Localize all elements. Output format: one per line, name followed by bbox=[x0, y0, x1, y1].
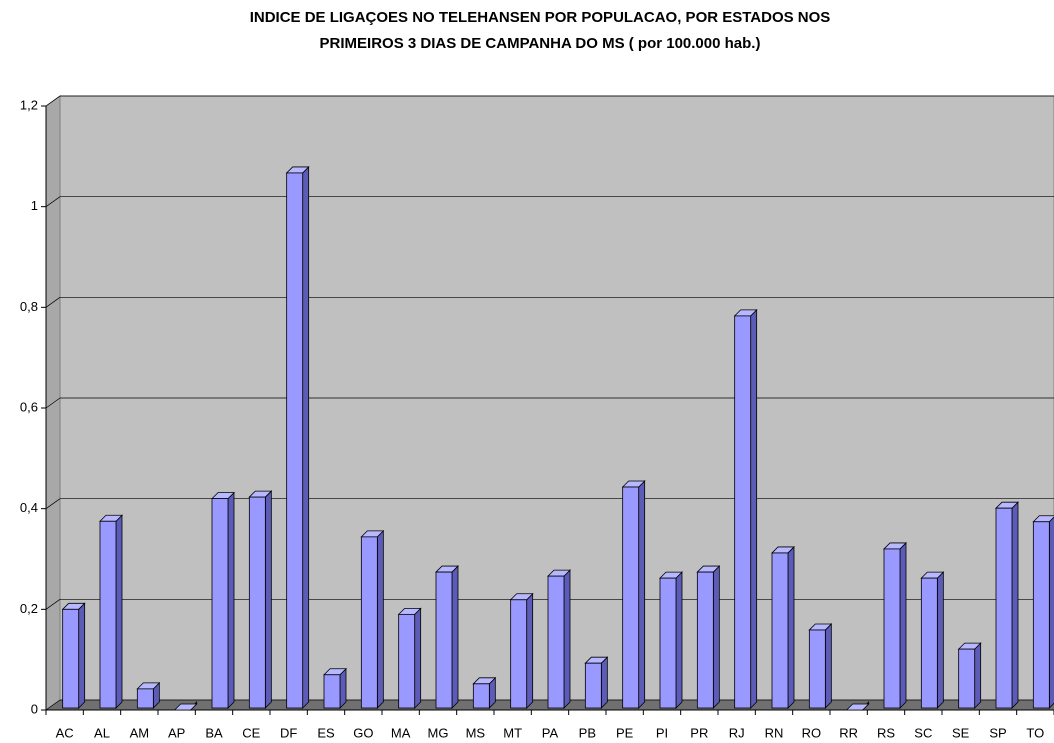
bar-side bbox=[974, 642, 982, 709]
x-tick-label: AC bbox=[56, 725, 74, 740]
x-tick-label: DF bbox=[280, 725, 297, 740]
y-tick-label: 0,8 bbox=[20, 299, 38, 314]
bar-top bbox=[845, 703, 870, 711]
bar-side bbox=[227, 491, 235, 709]
x-tick-label: PA bbox=[542, 725, 559, 740]
bar bbox=[323, 674, 341, 709]
y-tick-label: 1 bbox=[31, 198, 38, 213]
grid-line bbox=[45, 699, 61, 711]
x-tick-label: TO bbox=[1026, 725, 1044, 740]
bar bbox=[808, 629, 826, 709]
bar-side bbox=[638, 480, 646, 709]
bar bbox=[211, 498, 229, 709]
bar bbox=[472, 683, 490, 709]
bar-side bbox=[750, 308, 758, 709]
bar-side bbox=[675, 571, 683, 709]
bar bbox=[622, 486, 640, 709]
bar bbox=[136, 688, 154, 709]
x-tick-label: RJ bbox=[729, 725, 745, 740]
x-tick-label: AP bbox=[168, 725, 185, 740]
bar bbox=[584, 662, 602, 709]
x-tick-label: SC bbox=[914, 725, 932, 740]
grid-line bbox=[45, 196, 61, 207]
bar-side bbox=[376, 529, 384, 709]
x-tick-label: PR bbox=[690, 725, 708, 740]
bar-side bbox=[824, 623, 832, 709]
bar-side bbox=[899, 541, 907, 709]
x-tick-label: MA bbox=[391, 725, 411, 740]
bar-side bbox=[302, 165, 310, 709]
bar-side bbox=[414, 607, 422, 709]
grid-line bbox=[45, 297, 61, 308]
y-tick-label: 0,4 bbox=[20, 500, 38, 515]
x-tick-label: MG bbox=[428, 725, 449, 740]
chart-title: INDICE DE LIGAÇOES NO TELEHANSEN POR POP… bbox=[250, 9, 831, 26]
bar bbox=[510, 599, 528, 709]
y-tick-label: 1,2 bbox=[20, 97, 38, 112]
x-tick-label: CE bbox=[242, 725, 260, 740]
bar bbox=[696, 571, 714, 709]
x-tick-label: RN bbox=[765, 725, 784, 740]
y-tick-label: 0 bbox=[31, 701, 38, 716]
bar bbox=[734, 315, 752, 709]
bar bbox=[920, 577, 938, 709]
grid-line bbox=[45, 95, 61, 107]
x-tick-label: ES bbox=[317, 725, 335, 740]
x-tick-label: AL bbox=[94, 725, 110, 740]
bar-side bbox=[936, 571, 944, 709]
bar bbox=[435, 571, 453, 709]
bar bbox=[883, 548, 901, 709]
x-tick-label: AM bbox=[130, 725, 150, 740]
bar-side bbox=[339, 667, 347, 709]
grid-line bbox=[45, 397, 61, 409]
x-tick-label: BA bbox=[205, 725, 223, 740]
bar-side bbox=[600, 656, 608, 709]
bar bbox=[995, 507, 1013, 709]
bar bbox=[360, 536, 378, 709]
x-tick-label: GO bbox=[353, 725, 373, 740]
x-tick-label: RO bbox=[802, 725, 822, 740]
x-tick-label: MS bbox=[466, 725, 486, 740]
x-tick-label: PE bbox=[616, 725, 634, 740]
chart-title: PRIMEIROS 3 DIAS DE CAMPANHA DO MS ( por… bbox=[320, 35, 761, 52]
bar-side bbox=[115, 514, 123, 709]
bar-side bbox=[563, 569, 571, 709]
bar-side bbox=[712, 565, 720, 709]
bar-side bbox=[264, 490, 272, 709]
bar bbox=[99, 520, 117, 709]
bar bbox=[958, 648, 976, 709]
bar bbox=[286, 172, 304, 709]
x-tick-label: RS bbox=[877, 725, 895, 740]
x-tick-label: PI bbox=[656, 725, 668, 740]
bar-side bbox=[451, 565, 459, 709]
bar-side bbox=[787, 545, 795, 709]
bar bbox=[771, 552, 789, 709]
bar bbox=[659, 577, 677, 709]
bar-side bbox=[1048, 516, 1054, 709]
bar-side bbox=[526, 592, 534, 709]
bar-side bbox=[78, 602, 86, 709]
bar-side bbox=[1011, 501, 1019, 709]
grid-line bbox=[45, 498, 61, 509]
bar bbox=[62, 608, 80, 709]
bar bbox=[248, 496, 266, 709]
bar bbox=[547, 575, 565, 709]
bar-top bbox=[173, 703, 198, 711]
bar bbox=[398, 613, 416, 709]
x-tick-label: SP bbox=[989, 725, 1006, 740]
x-tick-label: PB bbox=[579, 725, 596, 740]
x-tick-label: MT bbox=[503, 725, 522, 740]
grid-line bbox=[45, 599, 61, 610]
y-tick-label: 0,2 bbox=[20, 601, 38, 616]
x-tick-label: SE bbox=[952, 725, 970, 740]
y-tick-label: 0,6 bbox=[20, 399, 38, 414]
x-tick-label: RR bbox=[839, 725, 858, 740]
bar bbox=[1032, 521, 1050, 709]
